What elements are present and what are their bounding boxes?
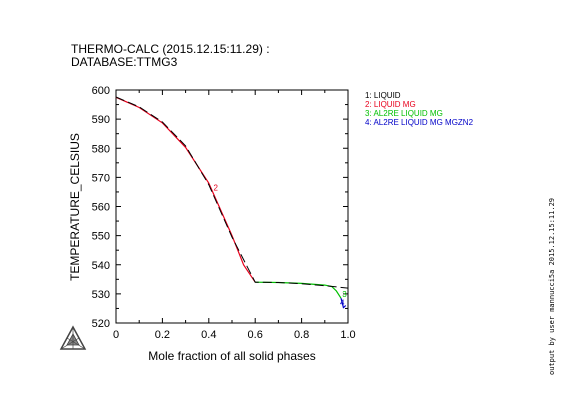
- x-axis-label: Mole fraction of all solid phases: [148, 349, 315, 363]
- legend-item-1: 1: LIQUID: [365, 91, 401, 100]
- series-line-3: [340, 298, 347, 309]
- y-tick-label: 520: [92, 318, 110, 330]
- legend-item-3: 3: AL2RE LIQUID MG: [365, 109, 443, 118]
- curve-label: 4: [340, 299, 345, 308]
- output-by-side-text: output by user mannucci5a 2015.12.15:11.…: [548, 197, 556, 375]
- y-tick-label: 560: [92, 202, 110, 214]
- y-tick-label: 570: [92, 172, 110, 184]
- y-tick-label: 600: [92, 85, 110, 97]
- thermo-calc-logo: [59, 325, 87, 350]
- y-tick-label: 580: [92, 143, 110, 155]
- x-tick-label: 1.0: [340, 329, 355, 341]
- x-tick-label: 0.6: [248, 329, 263, 341]
- header-line-1: THERMO-CALC (2015.12.15:11.29) :: [71, 42, 270, 56]
- y-tick-label: 550: [92, 231, 110, 243]
- x-tick-label: 0.8: [294, 329, 309, 341]
- plot-frame: [115, 89, 349, 324]
- header-line-2: DATABASE:TTMG3: [71, 55, 178, 69]
- y-tick-label: 590: [92, 114, 110, 126]
- series-line-2: [255, 281, 342, 299]
- curve-label: 2: [214, 183, 219, 192]
- y-tick-label: 530: [92, 289, 110, 301]
- legend-item-4: 4: AL2RE LIQUID MG MGZN2: [365, 118, 474, 127]
- curve-label: 3: [342, 290, 347, 299]
- series-line-4: [115, 96, 349, 289]
- y-axis-label: TEMPERATURE_CELSIUS: [68, 133, 82, 281]
- series-line-1: [115, 96, 256, 283]
- x-tick-label: 0.2: [155, 329, 170, 341]
- y-tick-label: 540: [92, 260, 110, 272]
- x-tick-label: 0: [113, 329, 119, 341]
- x-tick-label: 0.4: [201, 329, 216, 341]
- legend-item-2: 2: LIQUID MG: [365, 100, 416, 109]
